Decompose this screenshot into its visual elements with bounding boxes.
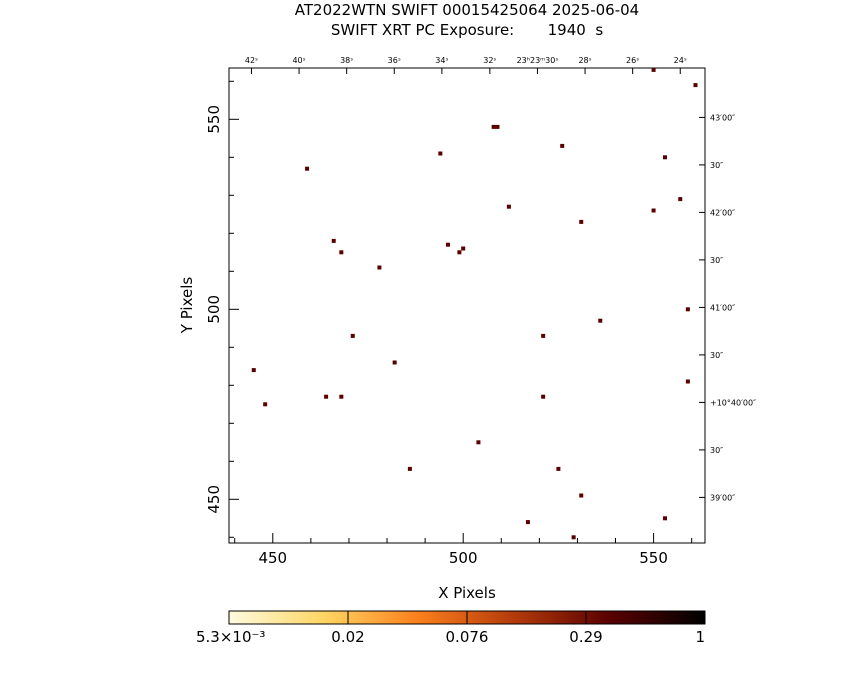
data-point (651, 208, 656, 213)
data-point (541, 394, 546, 399)
dec-label: 30″ (710, 256, 723, 265)
chart-subtitle: SWIFT XRT PC Exposure: 1940 s (331, 21, 603, 39)
ra-label: 36ˢ (388, 56, 401, 65)
y-tick-label: 500 (205, 295, 223, 324)
data-point (598, 318, 603, 323)
colorbar: 5.3×10⁻³ 0.02 0.076 0.29 1 (196, 610, 706, 646)
data-point (392, 360, 397, 365)
ra-label: 42ˢ (245, 56, 258, 65)
data-point (263, 402, 268, 407)
ra-label: 23ʰ23ᵐ30ˢ (517, 56, 559, 65)
data-point (678, 197, 683, 202)
data-point (457, 250, 462, 255)
data-point (651, 67, 656, 72)
ra-label: 40ˢ (292, 56, 305, 65)
dec-label: 42′00″ (710, 208, 735, 217)
data-point (491, 124, 496, 129)
data-point (663, 155, 668, 160)
dec-label: +10°40′00″ (710, 398, 756, 407)
dec-label: 30″ (710, 446, 723, 455)
data-point (339, 250, 344, 255)
ra-label: 28ˢ (578, 56, 591, 65)
data-point (579, 219, 584, 224)
dec-label: 41′00″ (710, 303, 735, 312)
ra-label: 24ˢ (674, 56, 687, 65)
data-point (579, 493, 584, 498)
x-tick-label: 550 (639, 549, 668, 567)
x-tick-label: 450 (258, 549, 287, 567)
data-point (461, 246, 466, 251)
ra-label: 26ˢ (626, 56, 639, 65)
ra-label: 34ˢ (435, 56, 448, 65)
data-point (663, 516, 668, 521)
y-tick-label: 550 (205, 105, 223, 134)
data-point (350, 333, 355, 338)
x-tick-label: 500 (449, 549, 478, 567)
colorbar-tick-label: 0.29 (569, 628, 602, 646)
data-point (331, 238, 336, 243)
data-point (305, 166, 310, 171)
x-axis-label: X Pixels (438, 584, 496, 602)
data-point (541, 333, 546, 338)
colorbar-tick-label: 0.02 (331, 628, 364, 646)
data-point (560, 143, 565, 148)
data-points (251, 67, 698, 540)
data-point (377, 265, 382, 270)
dec-label: 43′00″ (710, 113, 735, 122)
plot-frame (228, 67, 706, 544)
colorbar-tick-label: 1 (695, 628, 705, 646)
colorbar-tick-label: 5.3×10⁻³ (196, 628, 265, 646)
data-point (506, 204, 511, 209)
dec-label: 30″ (710, 161, 723, 170)
dec-label: 30″ (710, 351, 723, 360)
chart-title: AT2022WTN SWIFT 00015425064 2025-06-04 (295, 1, 639, 19)
dec-label: 39′00″ (710, 493, 735, 502)
ra-label: 32ˢ (483, 56, 496, 65)
data-point (556, 466, 561, 471)
data-point (685, 379, 690, 384)
data-point (251, 368, 256, 373)
data-point (525, 520, 530, 525)
plot-border (228, 67, 706, 544)
data-point (476, 440, 481, 445)
data-point (339, 394, 344, 399)
data-point (495, 124, 500, 129)
data-point (324, 394, 329, 399)
data-point (685, 307, 690, 312)
ra-label: 38ˢ (340, 56, 353, 65)
data-point (693, 83, 698, 88)
data-point (445, 242, 450, 247)
y-tick-label: 450 (205, 485, 223, 514)
data-point (438, 151, 443, 156)
data-point (407, 466, 412, 471)
data-point (571, 535, 576, 540)
axis-ticks: 450 500 550 450 500 550 (205, 80, 693, 567)
wcs-labels: 42ˢ 40ˢ 38ˢ 36ˢ 34ˢ 32ˢ 23ʰ23ᵐ30ˢ 28ˢ 26ˢ 24ˢ 43′0… (245, 56, 756, 502)
colorbar-tick-label: 0.076 (446, 628, 489, 646)
y-axis-label: Y Pixels (178, 277, 196, 335)
